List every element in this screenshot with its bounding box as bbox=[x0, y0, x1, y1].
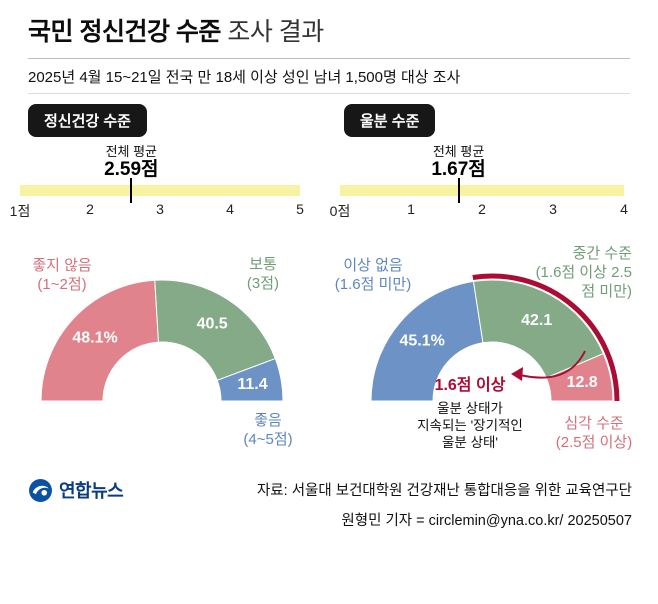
average-caption: 전체 평균 bbox=[105, 144, 158, 159]
scale-tick-label: 2 bbox=[478, 201, 486, 217]
annotation-line: 지속되는 '장기적인 bbox=[417, 418, 523, 433]
gauge-segment-red bbox=[545, 352, 614, 402]
segment-label-no-issue: 이상 없음 (1.6점 미만) bbox=[327, 256, 419, 294]
gauge-segment-green bbox=[154, 279, 276, 381]
segment-label-normal: 보통 (3점) bbox=[217, 255, 309, 293]
mental-health-scale: 전체 평균 2.59점 1점 2 3 4 5 bbox=[10, 144, 304, 221]
annotation-line: 울분 상태' bbox=[441, 435, 498, 450]
scale-tick-label: 2 bbox=[86, 201, 94, 217]
segment-value-label: 12.8 bbox=[567, 374, 598, 391]
scale-tick-label: 5 bbox=[296, 201, 304, 217]
mental-health-gauge-chart: 48.1% 40.5 11.4 bbox=[40, 279, 284, 402]
segment-label-text: 심각 수준 bbox=[564, 415, 624, 432]
resentment-gauge-chart: 45.1% 42.1 12.8 bbox=[370, 273, 620, 402]
threshold-label: 1.6점 이상 bbox=[434, 377, 506, 394]
segment-label-text: 이상 없음 bbox=[343, 257, 403, 274]
reporter-credit: 원형민 기자 = circlemin@yna.co.kr/ 20250507 bbox=[341, 513, 632, 529]
segment-label-text: 좋지 않음 bbox=[32, 257, 92, 274]
survey-subtitle: 2025년 4월 15~21일 전국 만 18세 이상 성인 남녀 1,500명… bbox=[28, 69, 461, 86]
segment-label-severe: 심각 수준 (2.5점 이상) bbox=[546, 414, 642, 452]
segment-label-text: 보통 bbox=[249, 256, 277, 273]
scale-tick-label: 1 bbox=[407, 201, 415, 217]
segment-value-label: 40.5 bbox=[197, 315, 228, 332]
scale-bar bbox=[20, 185, 300, 196]
scale-tick-label: 3 bbox=[549, 201, 557, 217]
threshold-annotation: 1.6점 이상 울분 상태가 지속되는 '장기적인 울분 상태' bbox=[392, 371, 548, 451]
segment-value-label: 11.4 bbox=[237, 376, 267, 393]
average-value: 2.59점 bbox=[104, 159, 159, 180]
annotation-line: 울분 상태가 bbox=[437, 401, 503, 416]
scale-tick-label: 0점 bbox=[329, 203, 351, 219]
threshold-highlight-arc bbox=[472, 273, 620, 402]
segment-label-text: 중간 수준 bbox=[572, 245, 632, 262]
segment-sublabel-text: (4~5점) bbox=[243, 431, 293, 448]
title-suffix: 조사 결과 bbox=[220, 18, 324, 46]
section-badge-mental-health: 정신건강 수준 bbox=[28, 104, 147, 137]
scale-tick-label: 3 bbox=[156, 201, 164, 217]
average-marker bbox=[457, 178, 460, 203]
scale-tick-label: 4 bbox=[620, 201, 628, 217]
title-main: 국민 정신건강 수준 bbox=[28, 18, 221, 46]
gauge-segment-blue bbox=[370, 280, 484, 402]
source-credit: 자료: 서울대 보건대학원 건강재난 통합대응을 위한 교육연구단 bbox=[256, 483, 632, 499]
average-block: 전체 평균 1.67점 bbox=[384, 144, 534, 180]
segment-value-label: 45.1% bbox=[399, 333, 444, 350]
divider-top bbox=[28, 58, 630, 59]
yonhap-logo-text: 연합뉴스 bbox=[59, 481, 124, 501]
resentment-scale: 전체 평균 1.67점 0점 1 2 3 4 bbox=[330, 144, 628, 221]
yonhap-logo: 연합뉴스 bbox=[28, 477, 124, 503]
scale-tick-label: 1점 bbox=[9, 203, 31, 219]
average-block: 전체 평균 2.59점 bbox=[56, 144, 206, 180]
segment-sublabel-text: (1~2점) bbox=[37, 276, 87, 293]
scale-tick-label: 4 bbox=[226, 201, 234, 217]
section-badge-resentment: 울분 수준 bbox=[344, 104, 436, 137]
segment-label-not-good: 좋지 않음 (1~2점) bbox=[14, 256, 110, 294]
annotation-arrowhead bbox=[511, 367, 523, 381]
segment-label-mid-level: 중간 수준 (1.6점 이상 2.5점 미만) bbox=[528, 244, 632, 301]
yonhap-logo-icon bbox=[29, 478, 52, 502]
average-caption: 전체 평균 bbox=[432, 144, 485, 159]
segment-sublabel-text: (3점) bbox=[246, 275, 280, 292]
gauge-segment-blue bbox=[216, 357, 284, 402]
segment-sublabel-text: (1.6점 미만) bbox=[334, 276, 412, 293]
segment-value-label: 42.1 bbox=[521, 312, 552, 329]
average-value: 1.67점 bbox=[431, 159, 486, 180]
segment-value-label: 48.1% bbox=[72, 329, 117, 346]
scale-bar bbox=[340, 185, 624, 196]
annotation-arrow bbox=[519, 350, 586, 379]
segment-sublabel-text: (2.5점 이상) bbox=[555, 434, 633, 451]
segment-sublabel-text: (1.6점 이상 2.5점 미만) bbox=[535, 264, 632, 300]
average-marker bbox=[130, 178, 133, 203]
divider-bottom bbox=[28, 93, 630, 94]
segment-label-text: 좋음 bbox=[254, 412, 282, 429]
gauge-segment-green bbox=[472, 279, 605, 379]
segment-label-good: 좋음 (4~5점) bbox=[222, 411, 314, 449]
gauge-segment-red bbox=[40, 279, 160, 402]
page-title: 국민 정신건강 수준 조사 결과 bbox=[28, 16, 324, 48]
